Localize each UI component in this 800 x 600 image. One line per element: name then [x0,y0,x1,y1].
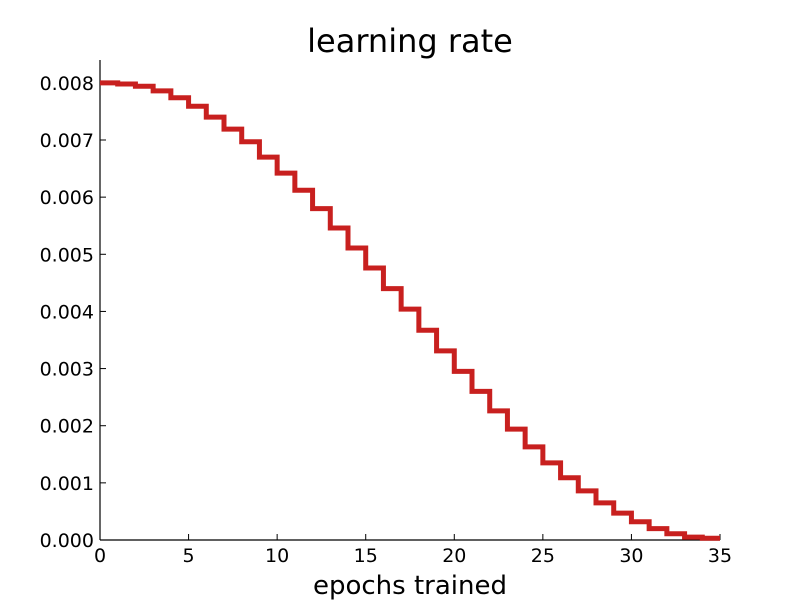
y-ticks: 0.000 0.001 0.002 0.003 0.004 0.005 0.006 0.007… [40,73,106,552]
y-tick-label: 0.005 [40,244,94,266]
x-tick-label: 25 [531,545,555,567]
y-tick-label: 0.008 [40,73,94,95]
x-tick-label: 30 [619,545,643,567]
y-tick-label: 0.001 [40,473,94,495]
plot-area [100,80,720,541]
chart-title: learning rate [307,22,513,60]
y-tick-label: 0.000 [40,530,94,552]
x-tick-label: 15 [354,545,378,567]
x-tick-label: 20 [442,545,466,567]
y-tick-label: 0.006 [40,187,94,209]
x-tick-label: 35 [708,545,732,567]
learning-rate-series-line [100,80,720,541]
x-ticks: 0 5 10 15 20 25 30 35 [94,534,732,567]
y-tick-label: 0.004 [40,301,94,323]
y-tick-label: 0.007 [40,130,94,152]
x-tick-label: 5 [183,545,195,567]
x-tick-label: 10 [265,545,289,567]
x-tick-label: 0 [94,545,106,567]
x-axis-label: epochs trained [313,571,507,600]
y-tick-label: 0.003 [40,359,94,381]
y-tick-label: 0.002 [40,416,94,438]
axes [99,60,720,541]
